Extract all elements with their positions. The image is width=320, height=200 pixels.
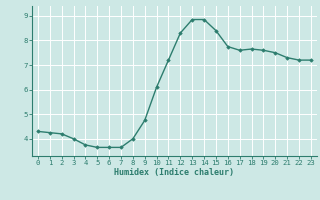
X-axis label: Humidex (Indice chaleur): Humidex (Indice chaleur) <box>115 168 234 177</box>
